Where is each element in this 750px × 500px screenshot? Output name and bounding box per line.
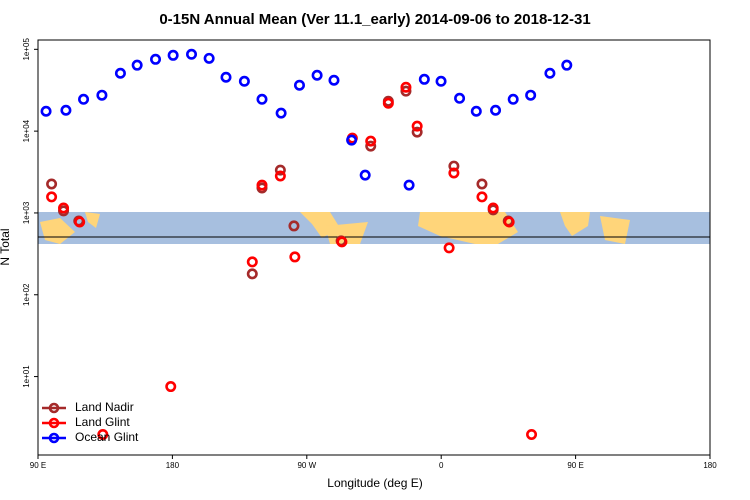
x-tick-label: 180: [166, 461, 180, 470]
x-tick-label: 180: [703, 461, 717, 470]
point: [454, 92, 466, 104]
legend-marker: [48, 417, 60, 429]
point: [256, 179, 268, 191]
point: [256, 93, 268, 105]
point: [336, 236, 348, 248]
point: [400, 85, 412, 97]
point: [203, 52, 215, 64]
y-axis-label: N Total: [0, 228, 12, 265]
map-band: [38, 212, 710, 244]
point: [487, 202, 499, 214]
point: [246, 268, 258, 280]
point: [503, 216, 515, 228]
point: [476, 178, 488, 190]
plot-frame: [37, 39, 711, 456]
point: [274, 164, 286, 176]
point: [167, 49, 179, 61]
point: [561, 59, 573, 71]
point: [490, 104, 502, 116]
point: [311, 69, 323, 81]
x-tick-label: 90 W: [297, 461, 316, 470]
point: [507, 93, 519, 105]
point: [288, 220, 300, 232]
point: [418, 73, 430, 85]
point: [58, 202, 70, 214]
point: [96, 89, 108, 101]
point: [246, 256, 258, 268]
point: [411, 126, 423, 138]
y-tick-label: 1e+01: [22, 365, 31, 388]
point: [359, 169, 371, 181]
point: [274, 170, 286, 182]
point: [525, 89, 537, 101]
point: [400, 81, 412, 93]
point: [544, 67, 556, 79]
legend-label: Land Nadir: [75, 400, 134, 414]
y-tick-label: 1e+05: [22, 38, 31, 61]
y-tick-label: 1e+04: [22, 119, 31, 142]
point: [78, 93, 90, 105]
point: [46, 178, 58, 190]
point: [186, 48, 198, 60]
point: [448, 167, 460, 179]
x-axis-label: Longitude (deg E): [327, 476, 422, 490]
point: [382, 97, 394, 109]
point: [165, 381, 177, 393]
point: [470, 105, 482, 117]
point: [60, 104, 72, 116]
legend-marker: [48, 402, 60, 414]
point: [220, 71, 232, 83]
point: [328, 74, 340, 86]
point: [46, 191, 58, 203]
x-tick-label: 90 E: [30, 461, 46, 470]
legend-marker: [48, 432, 60, 444]
point: [443, 242, 455, 254]
point: [346, 134, 358, 146]
point: [448, 160, 460, 172]
legend-label: Ocean Glint: [75, 430, 139, 444]
x-tick-label: 90 E: [567, 461, 583, 470]
point: [365, 140, 377, 152]
y-tick-label: 1e+03: [22, 201, 31, 224]
chart-title: 0-15N Annual Mean (Ver 11.1_early) 2014-…: [159, 11, 590, 28]
x-tick-label: 0: [439, 461, 444, 470]
point: [411, 120, 423, 132]
point: [114, 67, 126, 79]
point: [289, 251, 301, 263]
point: [150, 53, 162, 65]
point: [275, 107, 287, 119]
point: [403, 179, 415, 191]
point: [476, 191, 488, 203]
point: [526, 428, 538, 440]
point: [238, 75, 250, 87]
point: [293, 79, 305, 91]
point: [97, 428, 109, 440]
legend-label: Land Glint: [75, 415, 130, 429]
point: [435, 75, 447, 87]
point: [365, 135, 377, 147]
y-tick-label: 1e+02: [22, 283, 31, 306]
point: [40, 105, 52, 117]
point: [131, 59, 143, 71]
point: [74, 216, 86, 228]
